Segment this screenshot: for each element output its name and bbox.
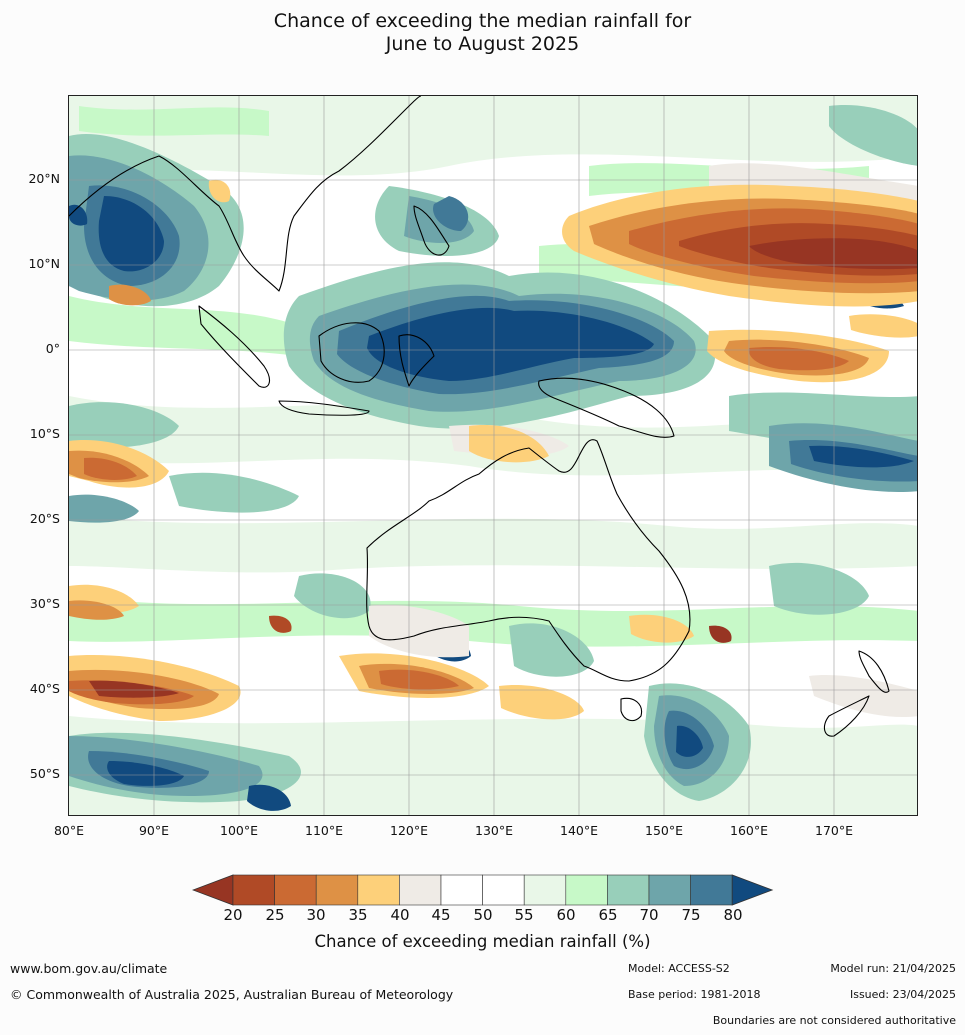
colorbar-tick-50: 50 (473, 906, 493, 924)
map-canvas (69, 96, 917, 815)
coastline-tasmania (620, 697, 643, 722)
coastline-australia (366, 439, 691, 682)
colorbar-cell (399, 874, 442, 906)
coastline-sulawesi (398, 334, 435, 387)
lon-label-150e: 150°E (644, 823, 684, 838)
colorbar-cell (274, 874, 317, 906)
coastline-asia (69, 96, 422, 292)
colorbar-cell (232, 874, 275, 906)
colorbar-cell (565, 874, 608, 906)
footer-issued: Issued: 23/04/2025 (849, 988, 956, 1001)
colorbar-cell (315, 874, 359, 906)
colorbar-svg (191, 874, 774, 906)
lat-label-20n: 20°N (28, 171, 60, 186)
colorbar-cell (482, 874, 525, 906)
colorbar-tick-40: 40 (390, 906, 410, 924)
lat-label-40s: 40°S (29, 681, 60, 696)
footer-base-period: Base period: 1981-2018 (628, 988, 761, 1001)
lon-label-110e: 110°E (304, 823, 344, 838)
rainfall-map (68, 95, 918, 816)
lat-label-20s: 20°S (29, 511, 60, 526)
title-line-1: Chance of exceeding the median rainfall … (273, 10, 692, 32)
colorbar-tick-55: 55 (514, 906, 534, 924)
colorbar-cell (648, 874, 691, 906)
colorbar-tick-70: 70 (639, 906, 659, 924)
colorbar-tick-75: 75 (681, 906, 701, 924)
colorbar-extend-high (731, 874, 774, 906)
colorbar-cells (191, 874, 774, 906)
footer-boundaries: Boundaries are not considered authoritat… (712, 1014, 956, 1027)
coastline-sumatra (198, 305, 270, 388)
coastline-java (278, 400, 370, 416)
lon-label-120e: 120°E (389, 823, 429, 838)
colorbar (191, 873, 774, 911)
coastline-new-guinea (538, 377, 675, 438)
coastlines (69, 96, 890, 737)
colorbar-tick-35: 35 (348, 906, 368, 924)
lon-label-130e: 130°E (474, 823, 514, 838)
colorbar-tick-60: 60 (556, 906, 576, 924)
footer-copyright: © Commonwealth of Australia 2025, Austra… (10, 987, 454, 1002)
colorbar-tick-45: 45 (431, 906, 451, 924)
footer-website: www.bom.gov.au/climate (10, 961, 168, 976)
lat-label-30s: 30°S (29, 596, 60, 611)
colorbar-cell (523, 874, 567, 906)
coastline-borneo (318, 322, 385, 383)
title-line-2: June to August 2025 (385, 33, 580, 55)
lat-label-10n: 10°N (28, 256, 60, 271)
lon-label-90e: 90°E (138, 823, 170, 838)
colorbar-cell (440, 874, 483, 906)
field-wet-max (69, 196, 914, 811)
graticule (69, 96, 917, 815)
colorbar-tick-25: 25 (265, 906, 285, 924)
lon-label-140e: 140°E (559, 823, 599, 838)
colorbar-tick-30: 30 (306, 906, 326, 924)
colorbar-extend-low (191, 874, 234, 906)
colorbar-cell (607, 874, 650, 906)
colorbar-tick-80: 80 (723, 906, 743, 924)
colorbar-cell (690, 874, 733, 906)
lat-label-10s: 10°S (29, 426, 60, 441)
map-title: Chance of exceeding the median rainfall … (0, 10, 965, 56)
coastline-philippines (413, 205, 450, 256)
lon-label-100e: 100°E (219, 823, 259, 838)
lat-label-0: 0° (45, 341, 60, 356)
lon-label-160e: 160°E (729, 823, 769, 838)
footer-model-run: Model run: 21/04/2025 (830, 962, 956, 975)
field-dry-max (89, 223, 917, 698)
colorbar-cell (357, 874, 400, 906)
coastline-new-zealand (823, 650, 890, 737)
colorbar-label: Chance of exceeding median rainfall (%) (314, 932, 651, 951)
colorbar-tick-20: 20 (223, 906, 243, 924)
colorbar-tick-65: 65 (598, 906, 618, 924)
lon-label-170e: 170°E (814, 823, 854, 838)
footer-model: Model: ACCESS-S2 (628, 962, 730, 975)
lat-label-50s: 50°S (29, 766, 60, 781)
lon-label-80e: 80°E (53, 823, 85, 838)
